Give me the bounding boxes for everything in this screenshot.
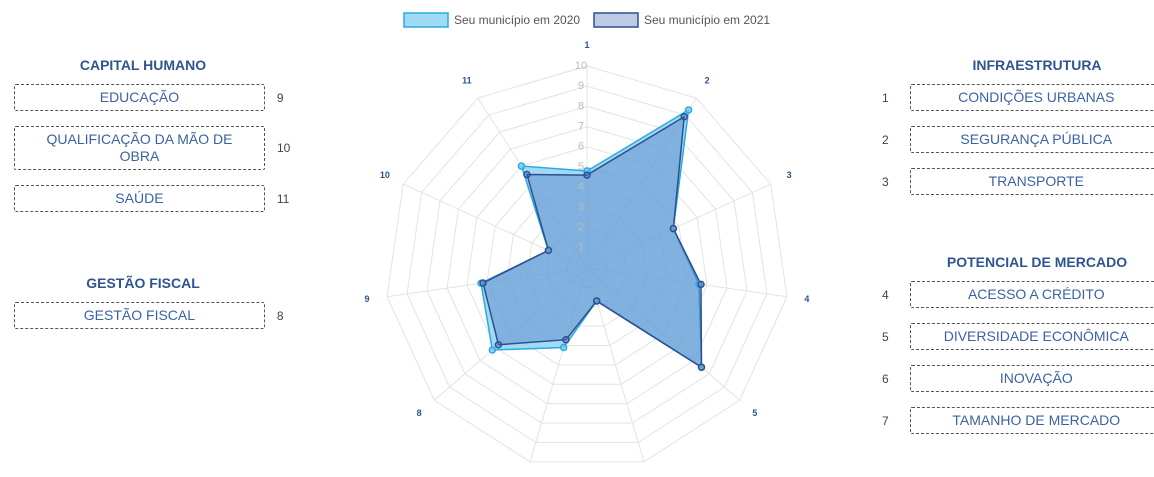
group-title: POTENCIAL DE MERCADO [946, 254, 1128, 270]
axis-label: 5 [752, 408, 757, 418]
indicator-row: SAÚDE 11 [14, 185, 304, 212]
indicator-box: QUALIFICAÇÃO DA MÃO DE OBRA [14, 126, 265, 170]
data-point [488, 346, 497, 354]
legend-label: Seu município em 2021 [644, 13, 770, 27]
indicator-number: 8 [276, 308, 284, 323]
legend-swatch [593, 12, 639, 28]
indicator-row: 4 ACESSO A CRÉDITO [872, 281, 1154, 308]
indicator-box: SAÚDE [14, 185, 265, 212]
data-point [517, 162, 526, 170]
axis-label: 9 [365, 294, 370, 304]
indicator-box: INOVAÇÃO [909, 365, 1154, 392]
indicator-box: TRANSPORTE [909, 168, 1154, 195]
indicator-row: 1 CONDIÇÕES URBANAS [872, 84, 1154, 111]
indicator-box: ACESSO A CRÉDITO [909, 281, 1154, 308]
data-point [669, 224, 678, 233]
axis-label: 4 [804, 294, 809, 304]
grid-ring [386, 65, 788, 463]
r-tick-label: 2 [578, 222, 584, 234]
axis-label: 7 [522, 476, 527, 477]
indicator-row: 6 INOVAÇÃO [872, 365, 1154, 392]
r-tick-label: 8 [578, 100, 584, 112]
indicator-number: 9 [276, 90, 284, 105]
indicator-number: 10 [277, 141, 291, 155]
grid-ring [446, 126, 728, 405]
axis-label: 3 [787, 170, 792, 180]
axis-label: 11 [462, 75, 472, 85]
indicator-number: 4 [882, 287, 889, 302]
series-area [482, 115, 703, 369]
panel-group: GESTÃO FISCAL GESTÃO FISCAL 8 [14, 275, 304, 344]
r-tick-label: 6 [578, 141, 584, 153]
r-tick-label: 5 [578, 161, 584, 173]
data-point [523, 170, 531, 179]
indicator-number: 2 [882, 132, 889, 147]
panel-group: POTENCIAL DE MERCADO 4 ACESSO A CRÉDITO 5 DI… [872, 254, 1154, 449]
r-tick-label: 10 [575, 60, 587, 72]
data-point [479, 279, 487, 287]
indicator-number: 6 [882, 371, 889, 386]
group-title: GESTÃO FISCAL [86, 275, 200, 291]
grid-ring [466, 146, 708, 385]
indicator-row: 5 DIVERSIDADE ECONÔMICA [872, 323, 1154, 350]
group-title: INFRAESTRUTURA [972, 57, 1102, 73]
legend-swatch [403, 12, 449, 28]
legend-label: Seu município em 2020 [454, 13, 580, 27]
indicator-box: DIVERSIDADE ECONÔMICA [909, 323, 1154, 350]
indicator-number: 11 [276, 191, 290, 206]
axis-label: 1 [584, 40, 589, 50]
indicator-row: 3 TRANSPORTE [872, 168, 1154, 195]
data-point [544, 246, 553, 255]
r-tick-label: 7 [578, 121, 584, 133]
r-tick-label: 1 [578, 242, 584, 254]
indicator-box: SEGURANÇA PÚBLICA [909, 126, 1154, 153]
r-tick-label: 4 [578, 181, 584, 193]
indicator-box: CONDIÇÕES URBANAS [909, 84, 1154, 111]
data-point [583, 171, 591, 179]
indicator-row: QUALIFICAÇÃO DA MÃO DE OBRA 10 [14, 126, 304, 170]
axis-label: 10 [380, 170, 390, 180]
indicator-row: GESTÃO FISCAL 8 [14, 302, 304, 329]
r-tick-label: 3 [578, 201, 584, 213]
panel-group: CAPITAL HUMANO EDUCAÇÃO 9 QUALIFICAÇÃO DA M… [14, 57, 304, 227]
data-point [494, 340, 503, 349]
panel-group: INFRAESTRUTURA 1 CONDIÇÕES URBANAS 2 SEGURAN… [872, 57, 1154, 210]
indicator-box: GESTÃO FISCAL [14, 302, 265, 329]
indicator-number: 7 [882, 413, 889, 428]
indicator-row: 7 TAMANHO DE MERCADO [872, 407, 1154, 434]
indicator-number: 1 [882, 90, 889, 105]
indicator-number: 5 [882, 329, 889, 344]
data-point [684, 106, 693, 114]
group-title: CAPITAL HUMANO [79, 57, 207, 73]
data-point [697, 363, 706, 371]
r-tick-label: 9 [578, 80, 584, 92]
data-point [592, 297, 601, 305]
indicator-row: EDUCAÇÃO 9 [14, 84, 304, 111]
data-point [680, 113, 688, 121]
indicator-box: TAMANHO DE MERCADO [909, 407, 1154, 434]
axis-label: 8 [417, 408, 422, 418]
indicator-number: 3 [882, 174, 889, 189]
data-point [562, 335, 570, 344]
indicator-row: 2 SEGURANÇA PÚBLICA [872, 126, 1154, 153]
data-point [697, 280, 705, 289]
axis-label: 2 [705, 75, 710, 85]
indicator-box: EDUCAÇÃO [14, 84, 265, 111]
data-point [559, 343, 568, 352]
grid-ring [406, 85, 768, 443]
axis-label: 6 [647, 476, 652, 477]
grid-ring [426, 105, 748, 424]
